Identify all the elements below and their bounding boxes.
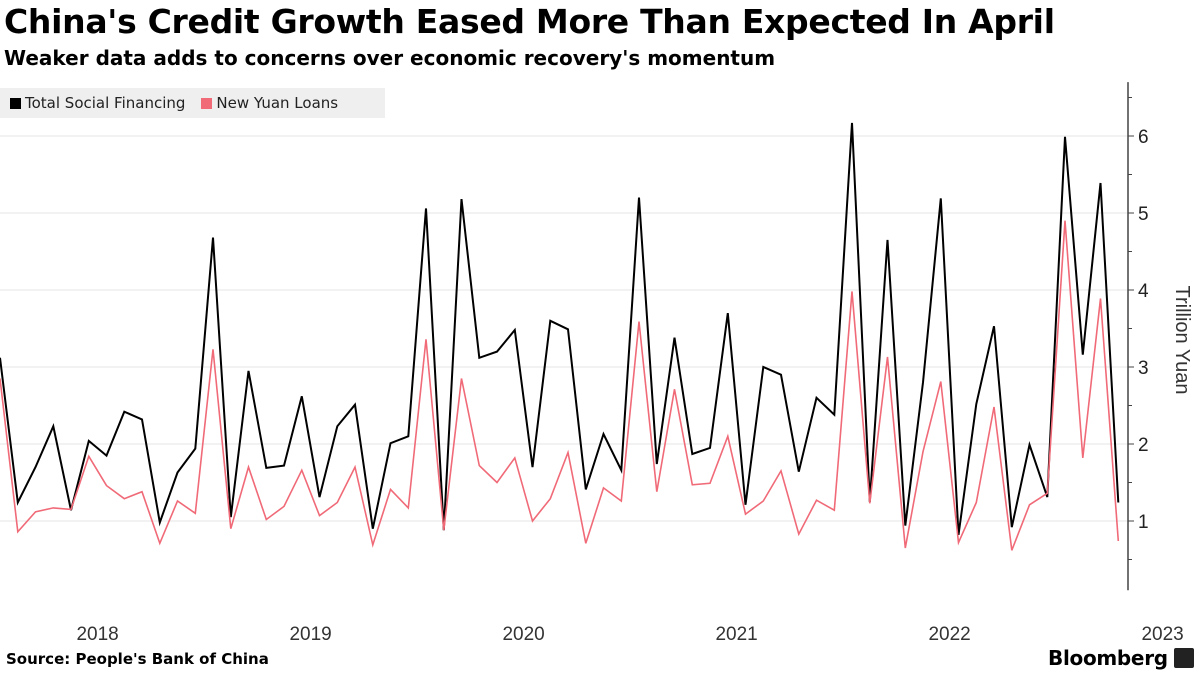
gridlines xyxy=(0,135,1128,522)
legend-swatch xyxy=(201,97,213,109)
y-tick-label: 4 xyxy=(1138,281,1149,302)
x-tick-label: 2021 xyxy=(715,624,757,645)
x-tick-label: 2020 xyxy=(502,624,544,645)
legend-swatch xyxy=(10,97,21,109)
legend-item-new-yuan-loans: New Yuan Loans xyxy=(201,94,338,112)
y-tick-label: 5 xyxy=(1138,204,1149,225)
x-tick-label: 2023 xyxy=(1141,624,1183,645)
legend: Total Social Financing New Yuan Loans xyxy=(0,88,385,118)
series-line-total-social-financing xyxy=(0,122,1120,536)
y-tick-label: 1 xyxy=(1138,512,1149,533)
x-tick-label: 2022 xyxy=(928,624,970,645)
y-tick-label: 6 xyxy=(1138,127,1149,148)
source-note: Source: People's Bank of China xyxy=(6,650,269,668)
y-tick-label: 3 xyxy=(1138,358,1149,379)
y-axis-label: Trillion Yuan xyxy=(1171,286,1193,395)
x-axis-labels: 2018 2019 2020 2021 2022 2023 xyxy=(76,624,1183,645)
legend-label: Total Social Financing xyxy=(25,94,186,112)
bloomberg-logo-text: Bloomberg xyxy=(1048,646,1168,670)
series-lines xyxy=(0,122,1120,551)
y-tick-label: 2 xyxy=(1138,435,1149,456)
y-axis: 1 2 3 4 5 6 xyxy=(1127,82,1149,591)
chart-title: China's Credit Growth Eased More Than Ex… xyxy=(4,2,1055,41)
legend-item-total-social-financing: Total Social Financing xyxy=(10,94,185,112)
chart-subtitle: Weaker data adds to concerns over econom… xyxy=(4,46,776,70)
x-tick-label: 2018 xyxy=(76,624,118,645)
series-line-new-yuan-loans xyxy=(0,220,1120,551)
x-tick-label: 2019 xyxy=(289,624,331,645)
legend-label: New Yuan Loans xyxy=(216,94,339,112)
bloomberg-logo-icon xyxy=(1174,648,1194,668)
